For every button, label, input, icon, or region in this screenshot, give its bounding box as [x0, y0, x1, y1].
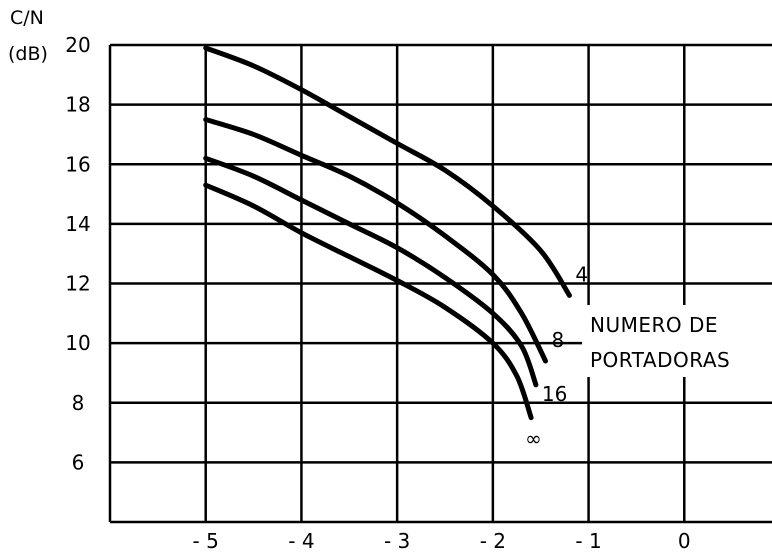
- series-label: 16: [542, 382, 567, 406]
- tick-labels: - 5 - 4 - 3 - 2 - 1 0 20 18 16 14 12 10 8 6: [65, 33, 690, 552]
- series-line: [203, 45, 572, 298]
- x-tick-label: - 4: [288, 529, 314, 552]
- x-tick-label: - 5: [193, 529, 219, 552]
- grid: [108, 43, 772, 524]
- series-line: [203, 155, 539, 388]
- series-label: ∞: [525, 427, 542, 451]
- legend-title-line1: NUMERO DE: [590, 313, 718, 337]
- series-label: 8: [552, 328, 565, 352]
- series-lines: [203, 45, 572, 421]
- series-labels: 4 8 16∞: [525, 262, 588, 450]
- x-tick-label: - 2: [480, 529, 506, 552]
- y-tick-label: 18: [65, 93, 90, 117]
- legend-title-line2: PORTADORAS: [590, 348, 730, 372]
- y-tick-label: 8: [72, 391, 85, 415]
- y-tick-label: 14: [65, 212, 90, 236]
- series-line: [203, 117, 548, 364]
- y-tick-label: 6: [72, 450, 85, 474]
- series-label: 4: [575, 262, 588, 286]
- y-axis-title-line2: (dB): [8, 43, 48, 65]
- y-axis-title-line1: C/N: [10, 7, 44, 29]
- y-tick-label: 10: [65, 331, 90, 355]
- x-tick-label: - 1: [575, 529, 601, 552]
- y-tick-label: 20: [65, 33, 90, 57]
- series-line: [203, 182, 534, 421]
- legend-title-background: [582, 305, 772, 377]
- x-tick-label: 0: [678, 529, 691, 552]
- y-tick-label: 12: [65, 272, 90, 296]
- x-tick-label: - 3: [384, 529, 410, 552]
- y-tick-label: 16: [65, 152, 90, 176]
